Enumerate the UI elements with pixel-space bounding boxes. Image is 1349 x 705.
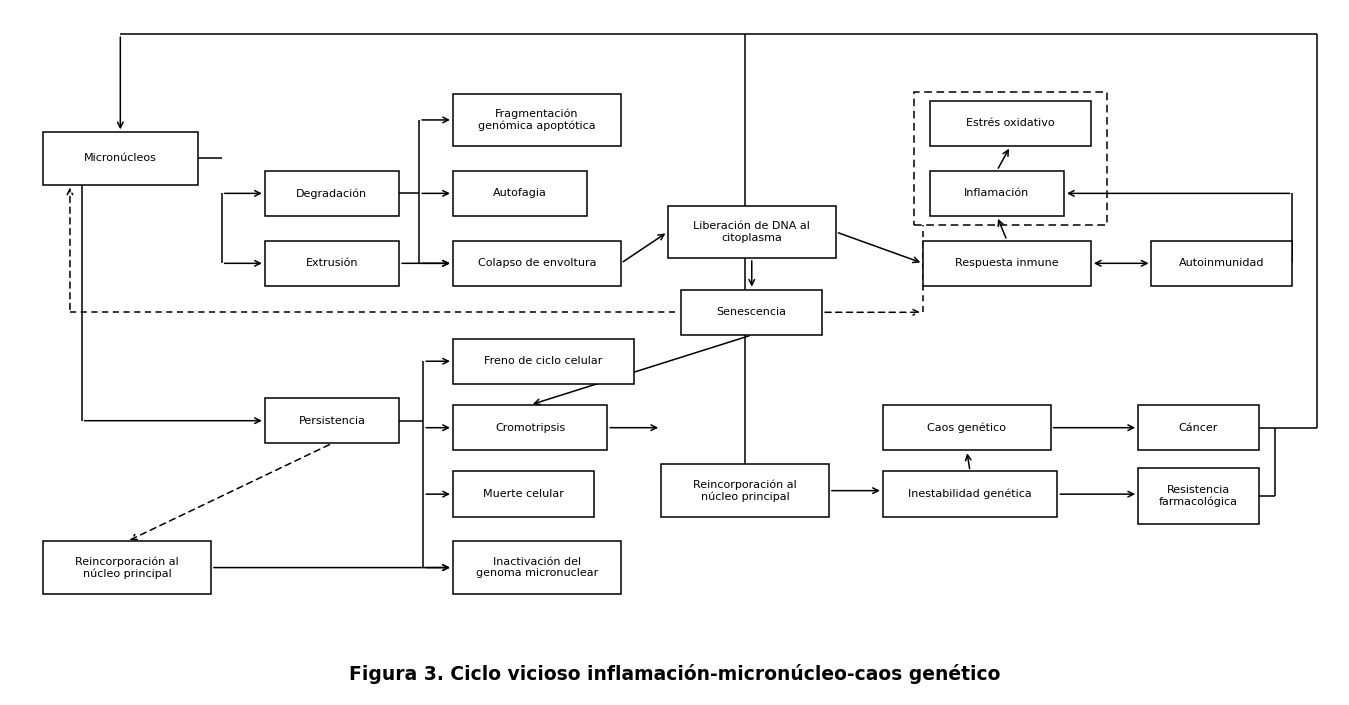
Text: Degradación: Degradación (297, 188, 367, 199)
Text: Caos genético: Caos genético (927, 422, 1006, 433)
FancyBboxPatch shape (264, 171, 399, 216)
Text: Micronúcleos: Micronúcleos (84, 154, 156, 164)
Text: Estrés oxidativo: Estrés oxidativo (966, 118, 1055, 128)
Text: Colapso de envoltura: Colapso de envoltura (478, 258, 596, 269)
FancyBboxPatch shape (453, 94, 621, 146)
Text: Autoinmunidad: Autoinmunidad (1179, 258, 1265, 269)
Text: Extrusión: Extrusión (306, 258, 359, 269)
Text: Persistencia: Persistencia (298, 416, 366, 426)
FancyBboxPatch shape (668, 206, 836, 258)
Text: Fragmentación
genómica apoptótica: Fragmentación genómica apoptótica (478, 109, 596, 131)
FancyBboxPatch shape (264, 398, 399, 443)
Text: Respuesta inmune: Respuesta inmune (955, 258, 1059, 269)
Text: Liberación de DNA al
citoplasma: Liberación de DNA al citoplasma (693, 221, 811, 243)
Text: Senescencia: Senescencia (716, 307, 786, 317)
Text: Reincorporación al
núcleo principal: Reincorporación al núcleo principal (76, 556, 179, 579)
FancyBboxPatch shape (1139, 468, 1259, 524)
FancyBboxPatch shape (681, 290, 823, 335)
FancyBboxPatch shape (661, 465, 830, 517)
FancyBboxPatch shape (453, 541, 621, 594)
FancyBboxPatch shape (882, 472, 1058, 517)
Text: Inflamación: Inflamación (965, 188, 1029, 198)
FancyBboxPatch shape (43, 541, 210, 594)
FancyBboxPatch shape (1139, 405, 1259, 450)
Text: Cáncer: Cáncer (1179, 423, 1218, 433)
Text: Resistencia
farmacológica: Resistencia farmacológica (1159, 485, 1238, 507)
FancyBboxPatch shape (453, 405, 607, 450)
Text: Muerte celular: Muerte celular (483, 489, 564, 499)
FancyBboxPatch shape (43, 132, 197, 185)
FancyBboxPatch shape (453, 472, 594, 517)
FancyBboxPatch shape (453, 240, 621, 286)
FancyBboxPatch shape (929, 171, 1064, 216)
Text: Figura 3. Ciclo vicioso inflamación-micronúcleo-caos genético: Figura 3. Ciclo vicioso inflamación-micr… (349, 664, 1000, 685)
FancyBboxPatch shape (264, 240, 399, 286)
FancyBboxPatch shape (882, 405, 1051, 450)
FancyBboxPatch shape (1152, 240, 1292, 286)
FancyBboxPatch shape (453, 338, 634, 384)
Text: Cromotripsis: Cromotripsis (495, 423, 565, 433)
FancyBboxPatch shape (923, 240, 1091, 286)
Text: Autofagia: Autofagia (494, 188, 546, 198)
Text: Reincorporación al
núcleo principal: Reincorporación al núcleo principal (693, 479, 797, 502)
Text: Inactivación del
genoma micronuclear: Inactivación del genoma micronuclear (476, 557, 598, 578)
Text: Inestabilidad genética: Inestabilidad genética (908, 489, 1032, 499)
FancyBboxPatch shape (453, 171, 587, 216)
FancyBboxPatch shape (929, 101, 1091, 146)
Text: Freno de ciclo celular: Freno de ciclo celular (484, 356, 603, 366)
